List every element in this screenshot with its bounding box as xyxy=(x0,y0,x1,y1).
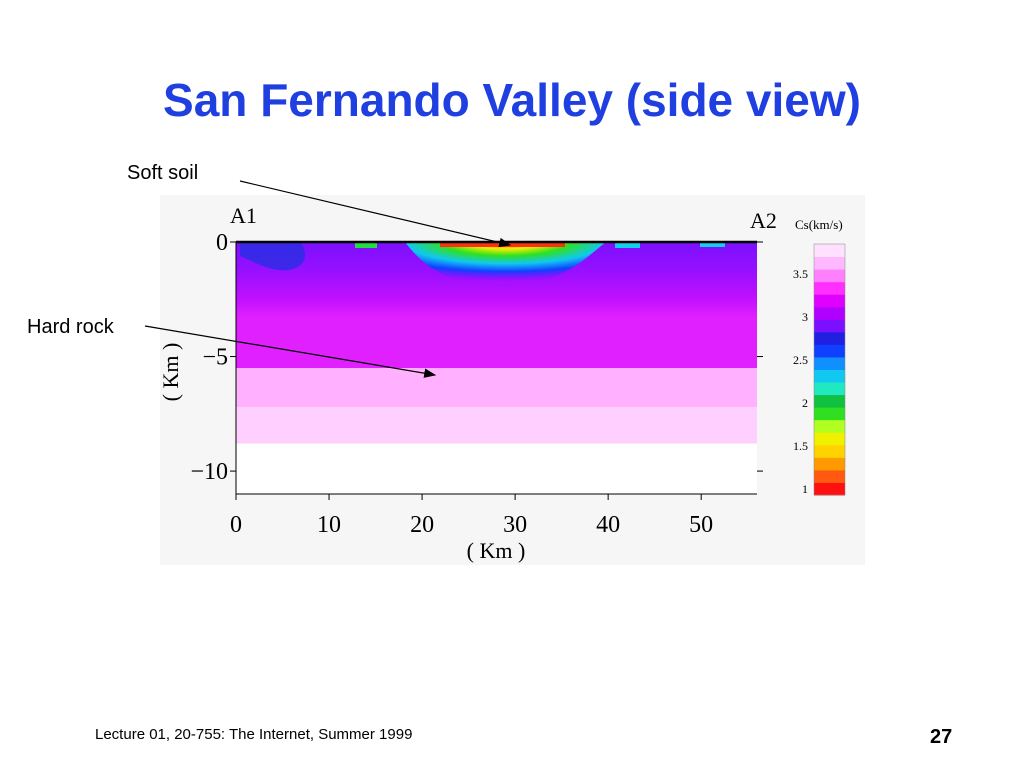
green-patch-left xyxy=(355,242,377,248)
colorbar-segment xyxy=(814,344,845,358)
y-axis-label: ( Km ) xyxy=(158,343,183,402)
colorbar-segment xyxy=(814,432,845,446)
colorbar-tick-label: 2 xyxy=(802,396,808,410)
colorbar-segment xyxy=(814,306,845,320)
colorbar-segment xyxy=(814,369,845,383)
colorbar-segment xyxy=(814,444,845,458)
velocity-layer xyxy=(236,443,757,494)
colorbar-segment xyxy=(814,256,845,270)
x-tick-label: 50 xyxy=(689,512,713,538)
colorbar-frame xyxy=(813,243,846,496)
colorbar-tick-label: 3 xyxy=(802,310,808,324)
y-tick-label: −5 xyxy=(202,345,228,371)
velocity-layers xyxy=(236,242,757,494)
soft-soil-label: Soft soil xyxy=(127,162,199,184)
velocity-layer xyxy=(236,368,757,407)
colorbar-segment xyxy=(814,469,845,483)
colorbar: 1 1.5 2 2.5 3 3.5 xyxy=(793,243,846,496)
colorbar-segment xyxy=(814,269,845,283)
y-tick-label: −10 xyxy=(190,459,228,485)
soft-soil-arrow xyxy=(239,180,512,248)
colorbar-segment xyxy=(814,294,845,308)
colorbar-tick-label: 3.5 xyxy=(793,267,808,281)
hard-rock-arrow xyxy=(144,325,437,378)
colorbar-tick-label: 2.5 xyxy=(793,353,808,367)
colorbar-segment xyxy=(814,356,845,370)
colorbar-label: Cs(km/s) xyxy=(795,217,843,232)
cyan-patch-far-right xyxy=(700,242,725,247)
colorbar-segment xyxy=(814,244,845,258)
hard-rock-label: Hard rock xyxy=(27,316,114,338)
cyan-patch-right xyxy=(615,242,640,248)
velocity-layer xyxy=(236,406,757,444)
slide-title: San Fernando Valley (side view) xyxy=(163,74,861,126)
near-surface-blue-zone xyxy=(240,242,306,271)
colorbar-segment xyxy=(814,482,845,496)
x-tick-label: 20 xyxy=(410,512,434,538)
colorbar-tick-label: 1 xyxy=(802,482,808,496)
colorbar-segment xyxy=(814,394,845,408)
endpoint-a1-label: A1 xyxy=(230,203,257,228)
colorbar-segment xyxy=(814,457,845,471)
basin-sediment xyxy=(405,242,606,286)
endpoint-a2-label: A2 xyxy=(750,208,777,233)
x-tick-label: 40 xyxy=(596,512,620,538)
colorbar-tick-label: 1.5 xyxy=(793,439,808,453)
slide-footer: Lecture 01, 20-755: The Internet, Summer… xyxy=(95,726,413,743)
x-tick-label: 0 xyxy=(230,512,242,538)
colorbar-segment xyxy=(814,382,845,396)
x-tick-label: 30 xyxy=(503,512,527,538)
colorbar-segment xyxy=(814,281,845,295)
page-number: 27 xyxy=(930,726,953,748)
colorbar-segment xyxy=(814,331,845,345)
y-tick-label: 0 xyxy=(216,230,228,256)
x-axis-label: ( Km ) xyxy=(467,538,526,563)
colorbar-segment xyxy=(814,407,845,421)
colorbar-segment xyxy=(814,419,845,433)
colorbar-segment xyxy=(814,319,845,333)
x-tick-label: 10 xyxy=(317,512,341,538)
